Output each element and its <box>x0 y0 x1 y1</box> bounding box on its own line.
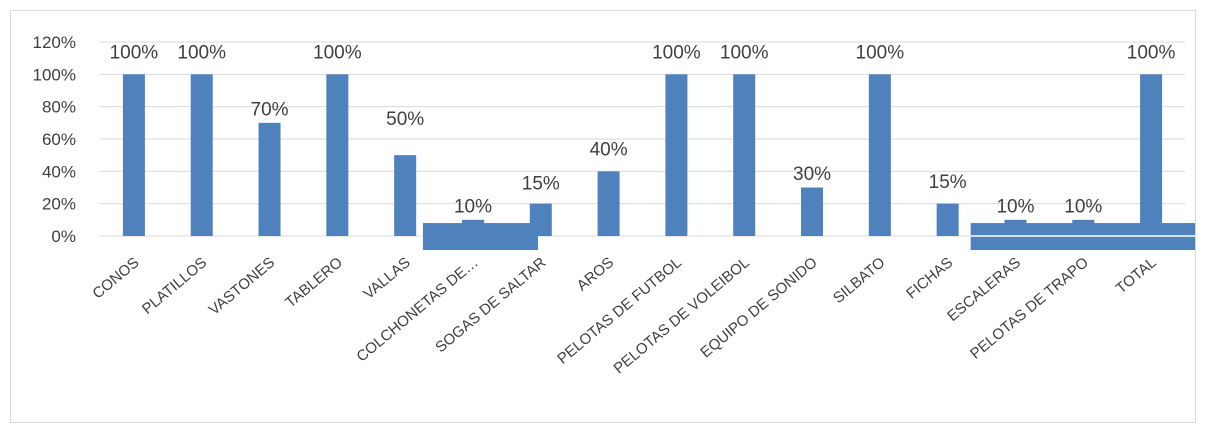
data-label: 100% <box>720 43 769 64</box>
data-label: 15% <box>929 172 967 193</box>
data-label: 100% <box>313 43 362 64</box>
data-label: 40% <box>590 140 628 161</box>
category-label: AROS <box>574 254 617 294</box>
data-label: 70% <box>251 99 289 120</box>
y-tick-label: 40% <box>42 162 76 181</box>
category-label: FICHAS <box>903 254 956 302</box>
bar <box>597 171 620 236</box>
category-label: COLCHONETAS DE… <box>353 254 481 365</box>
bar <box>733 74 756 236</box>
data-label: 100% <box>856 43 905 64</box>
category-label: SILBATO <box>830 254 888 307</box>
category-label: TOTAL <box>1113 254 1160 297</box>
data-label: 30% <box>793 164 831 185</box>
category-label: PELOTAS DE VOLEIBOL <box>611 254 753 377</box>
y-tick-label: 0% <box>51 227 76 246</box>
data-label: 100% <box>110 43 159 64</box>
bar <box>1140 74 1163 236</box>
category-label: PLATILLOS <box>139 254 210 318</box>
bar <box>258 122 281 236</box>
category-label: SOGAS DE SALTAR <box>432 254 549 356</box>
data-label: 100% <box>1127 43 1176 64</box>
category-label: EQUIPO DE SONIDO <box>697 254 820 361</box>
y-axis-ticks: 0% 20% 40% 60% 80% 100% 120% <box>33 33 76 246</box>
data-label: 100% <box>177 43 226 64</box>
label-box-overlay <box>422 223 538 250</box>
category-label: CONOS <box>89 254 142 302</box>
data-label: 100% <box>652 43 701 64</box>
bar <box>665 74 688 236</box>
data-label: 10% <box>996 196 1034 217</box>
y-tick-label: 20% <box>42 195 76 214</box>
y-tick-label: 100% <box>33 65 76 84</box>
category-label: VALLAS <box>360 254 414 303</box>
data-label: 15% <box>522 174 560 195</box>
data-labels: 100% 100% 70% 100% 50% 10% 15% 40% 100% 100% 30% 10… <box>110 43 1176 218</box>
bar <box>122 74 145 236</box>
bars <box>122 74 1163 236</box>
y-tick-label: 120% <box>33 33 76 52</box>
bar <box>936 203 959 236</box>
bar <box>190 74 213 236</box>
category-label: TABLERO <box>282 254 346 311</box>
data-label: 10% <box>454 196 492 217</box>
category-label: PELOTAS DE TRAPO <box>967 254 1092 363</box>
label-overlays <box>422 223 1195 250</box>
bar <box>801 187 824 236</box>
data-label: 10% <box>1064 196 1102 217</box>
bar <box>326 74 349 236</box>
y-tick-label: 80% <box>42 98 76 117</box>
bar <box>868 74 891 236</box>
y-tick-label: 60% <box>42 130 76 149</box>
category-label: PELOTAS DE FUTBOL <box>554 254 685 368</box>
bar <box>394 155 417 236</box>
data-label: 50% <box>386 109 424 130</box>
category-label: VASTONES <box>206 254 278 319</box>
